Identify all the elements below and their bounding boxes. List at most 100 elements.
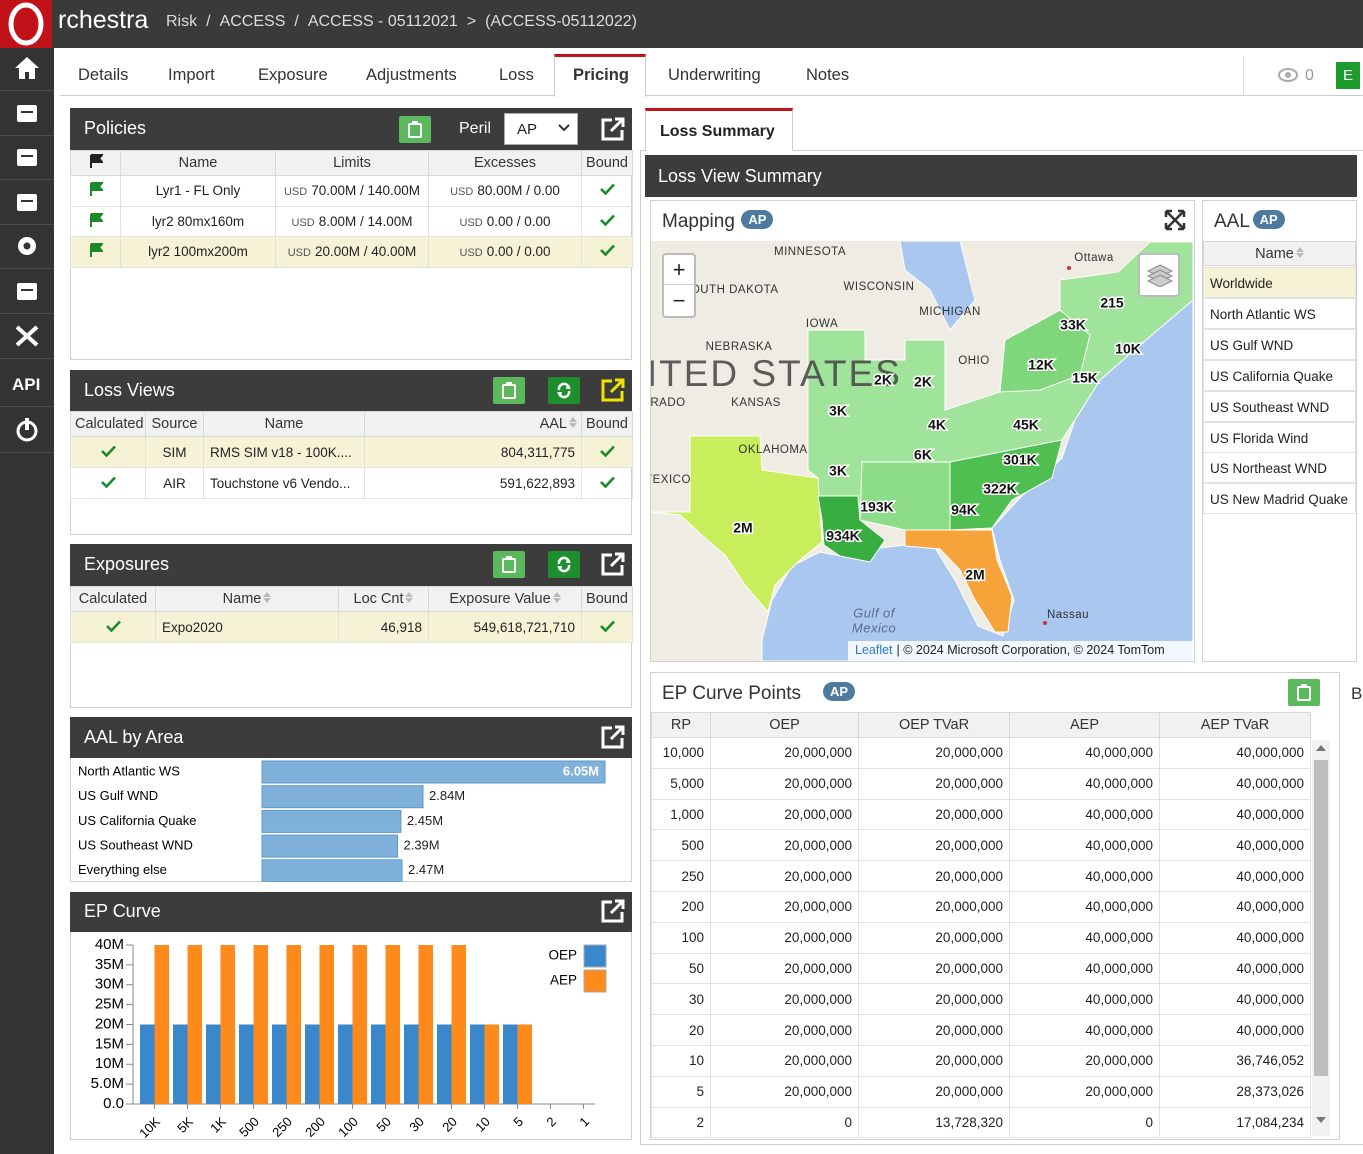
aal-item[interactable]: US Gulf WND	[1203, 328, 1356, 360]
breadcrumb-link[interactable]: Risk	[166, 13, 198, 30]
tab[interactable]: Exposure	[258, 66, 328, 84]
breadcrumb-link[interactable]: ACCESS - 05112021	[307, 13, 458, 30]
tab[interactable]: Loss	[499, 66, 534, 84]
aal-item[interactable]: US Northeast WND	[1203, 452, 1356, 484]
sidebar-icon[interactable]	[14, 190, 40, 214]
tab[interactable]: Underwriting	[668, 66, 761, 84]
clipboard-button[interactable]	[493, 377, 525, 404]
column-header: Excesses	[428, 150, 582, 176]
refresh-button[interactable]	[548, 551, 580, 578]
bar	[385, 945, 400, 1104]
aal-list-header[interactable]: Name	[1203, 241, 1356, 266]
aal-item[interactable]: US Florida Wind	[1203, 421, 1356, 453]
column-label: RP	[670, 717, 692, 733]
sidebar-icon[interactable]	[14, 145, 40, 169]
zoom-in[interactable]: +	[664, 255, 694, 285]
tab[interactable]: Pricing	[573, 66, 629, 84]
aal-item[interactable]: North Atlantic WS	[1203, 297, 1356, 329]
clipboard-button[interactable]	[1288, 679, 1320, 706]
table-cell: 40,000,000	[1159, 921, 1311, 954]
external-link-icon[interactable]	[600, 551, 626, 577]
table-row[interactable]: 1,000 20,000,000 20,000,000 40,000,000 40,00…	[651, 798, 1311, 831]
table-row[interactable]: 100 20,000,000 20,000,000 40,000,000 40,000,…	[651, 921, 1311, 954]
aal-item[interactable]: US New Madrid Quake	[1203, 483, 1356, 515]
sidebar-api[interactable]: API	[12, 375, 41, 394]
region-value: 10K	[1115, 341, 1141, 357]
table-row[interactable]: 5 20,000,000 20,000,000 20,000,000 28,373,02…	[651, 1075, 1311, 1108]
sort-icon[interactable]	[552, 592, 561, 603]
table-row[interactable]: Expo2020 46,918 549,618,721,710	[70, 611, 633, 643]
sort-icon[interactable]	[263, 592, 272, 603]
table-row[interactable]: 200 20,000,000 20,000,000 40,000,000 40,000,…	[651, 890, 1311, 923]
column-header[interactable]: Name	[155, 586, 339, 612]
clipboard-button[interactable]	[493, 551, 525, 578]
sort-icon[interactable]	[569, 417, 577, 428]
sidebar-icon[interactable]	[14, 324, 40, 348]
zoom-out[interactable]: −	[672, 288, 686, 313]
sidebar-icon[interactable]	[14, 56, 40, 80]
cell-text: 20,000,000	[784, 1022, 852, 1038]
refresh-button[interactable]	[548, 377, 580, 404]
column-label: Name	[222, 591, 262, 607]
badge: AP	[1252, 210, 1285, 229]
tab[interactable]: Details	[78, 66, 129, 84]
external-link-icon[interactable]	[600, 116, 626, 142]
breadcrumb-link[interactable]: (ACCESS-05112022)	[485, 13, 637, 30]
sidebar-icon[interactable]	[14, 234, 40, 258]
column-header[interactable]: Loc Cnt	[338, 586, 429, 612]
scroll-down[interactable]	[1315, 1116, 1327, 1124]
table-row[interactable]: SIM RMS SIM v18 - 100K.... 804,311,775	[70, 436, 633, 468]
sort-icon[interactable]	[1295, 247, 1304, 258]
column-header[interactable]: AAL	[364, 411, 582, 437]
table-row[interactable]: lyr2 100mx200m USD 20.00M / 40.00M USD 0.00 …	[70, 236, 633, 268]
scrollbar[interactable]	[1312, 740, 1330, 1136]
column-label: Name	[264, 416, 304, 432]
table-row[interactable]: 500 20,000,000 20,000,000 40,000,000 40,000,…	[651, 829, 1311, 862]
peril-select[interactable]: AP	[504, 113, 578, 145]
table-row[interactable]: AIR Touchstone v6 Vendo... 591,622,893	[70, 467, 633, 499]
table-cell	[581, 611, 633, 643]
table-row[interactable]: 5,000 20,000,000 20,000,000 40,000,000 40,00…	[651, 767, 1311, 800]
tab[interactable]: Import	[168, 66, 215, 84]
column-header[interactable]: Exposure Value	[428, 586, 582, 612]
cell-text: Touchstone v6 Vendo...	[210, 475, 351, 491]
loss-summary-tab[interactable]: Loss Summary	[645, 108, 793, 151]
scroll-up[interactable]	[1315, 744, 1327, 752]
table-row[interactable]: 10 20,000,000 20,000,000 20,000,000 36,746,0…	[651, 1044, 1311, 1077]
sort-icon[interactable]	[405, 592, 414, 603]
breadcrumb-link[interactable]: ACCESS	[219, 13, 286, 30]
scroll-thumb[interactable]	[1314, 760, 1328, 1076]
table-cell: 100	[651, 921, 711, 954]
attribution-link[interactable]: Leaflet	[855, 643, 893, 657]
external-link-icon[interactable]	[600, 898, 626, 924]
sidebar-icon[interactable]	[14, 418, 40, 442]
aal-item[interactable]: US California Quake	[1203, 359, 1356, 391]
table-row[interactable]: 50 20,000,000 20,000,000 40,000,000 40,000,0…	[651, 952, 1311, 985]
external-link-icon[interactable]	[600, 724, 626, 750]
cell-text: 40,000,000	[1085, 930, 1153, 946]
user-avatar[interactable]: E	[1336, 62, 1360, 89]
table-row[interactable]: 250 20,000,000 20,000,000 40,000,000 40,000,…	[651, 860, 1311, 892]
sidebar-icon[interactable]	[14, 279, 40, 303]
column-label: Bound	[586, 416, 628, 432]
table-row[interactable]: 30 20,000,000 20,000,000 40,000,000 40,000,0…	[651, 983, 1311, 1016]
table-row[interactable]: lyr2 80mx160m USD 8.00M / 14.00M USD 0.00 / …	[70, 205, 633, 237]
table-row[interactable]: 10,000 20,000,000 20,000,000 40,000,000 40,0…	[651, 737, 1311, 769]
table-row[interactable]: 2 0 13,728,320 0 17,084,234	[651, 1106, 1311, 1139]
aal-item[interactable]: Worldwide	[1203, 267, 1356, 298]
clipboard-button[interactable]	[399, 116, 431, 143]
logo[interactable]	[0, 0, 52, 48]
external-link-icon[interactable]	[600, 377, 626, 403]
sort-up	[569, 417, 577, 422]
aal-item[interactable]: US Southeast WND	[1203, 390, 1356, 422]
fullscreen-icon[interactable]	[1163, 208, 1187, 232]
layers-control[interactable]	[1138, 253, 1180, 297]
table-row[interactable]: Lyr1 - FL Only USD 70.00M / 140.00M USD 80.0…	[70, 175, 633, 207]
zoom-control: + −	[662, 253, 696, 318]
tab[interactable]: Notes	[806, 66, 850, 84]
sidebar-icon[interactable]	[14, 101, 40, 125]
badge: AP	[741, 210, 774, 229]
table-row[interactable]: 20 20,000,000 20,000,000 40,000,000 40,000,0…	[651, 1014, 1311, 1046]
tab[interactable]: Adjustments	[366, 66, 457, 84]
